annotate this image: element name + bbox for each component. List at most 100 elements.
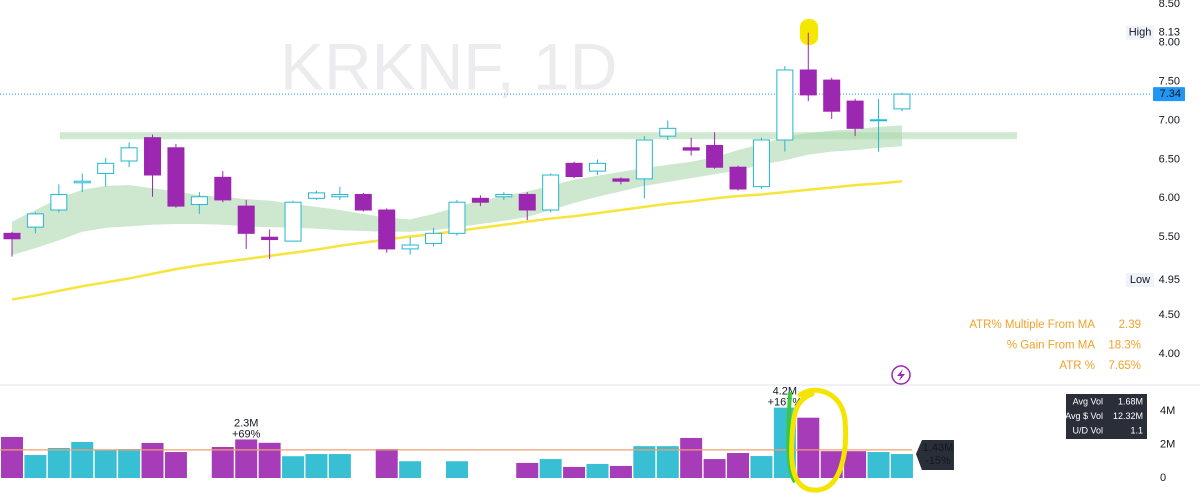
- candle-body: [635, 139, 653, 180]
- volume-bar: [375, 449, 398, 478]
- y-tick-label: 4.50: [1159, 309, 1180, 321]
- volume-bar: [586, 463, 609, 478]
- candle-body: [73, 180, 91, 184]
- volume-bar: [890, 454, 913, 478]
- candle-body: [214, 176, 232, 201]
- candle-body: [307, 192, 325, 199]
- candle-body: [823, 79, 841, 112]
- volume-bar: [633, 446, 656, 478]
- candle-body: [799, 69, 817, 96]
- alert-icon-bolt: [897, 369, 905, 381]
- candle-body: [518, 193, 536, 211]
- volume-bar: [305, 454, 328, 478]
- candle-body: [870, 119, 888, 122]
- high-label-bg: [1126, 25, 1154, 40]
- volume-bar: [118, 449, 141, 478]
- candle-body: [378, 209, 396, 250]
- volume-bar: [235, 439, 258, 478]
- volume-last-change: -15%: [925, 455, 951, 467]
- volume-bar: [797, 417, 820, 478]
- stat-value: 7.65%: [1108, 360, 1141, 372]
- high-label: High: [1129, 27, 1152, 39]
- candle-body: [776, 69, 794, 141]
- candle-body: [97, 162, 115, 174]
- volume-bar: [1, 436, 23, 478]
- annotation-highlight: [800, 19, 818, 45]
- stat-label: ATR% Multiple From MA: [969, 319, 1095, 331]
- high-value: 8.13: [1159, 27, 1180, 39]
- volume-bar: [445, 461, 468, 478]
- background-layer: KRKNF, 1D: [0, 19, 1200, 386]
- candle-body: [284, 201, 302, 242]
- volume-bar: [94, 450, 117, 478]
- candle-body: [542, 174, 560, 211]
- y-tick-label: 6.50: [1159, 153, 1180, 165]
- candle-body: [50, 193, 68, 211]
- volume-bar: [71, 441, 94, 478]
- stat-value: 2.39: [1119, 319, 1141, 331]
- volume-bar: [47, 448, 70, 478]
- volume-bar: [539, 459, 562, 478]
- volume-last-tag: [915, 440, 954, 471]
- y-tick-label: 5.50: [1159, 231, 1180, 243]
- volume-stat-value: 1.68M: [1118, 396, 1143, 406]
- candle-body: [190, 196, 208, 206]
- candle-body: [237, 205, 255, 234]
- volume-peak-change: +167%: [768, 397, 803, 409]
- volume-tick-label: 0: [1160, 472, 1166, 484]
- low-label: Low: [1130, 274, 1150, 286]
- volume-bar: [258, 442, 281, 478]
- volume-bar: [399, 461, 422, 478]
- volume-tick-label: 2M: [1160, 438, 1175, 450]
- volume-tick-label: 4M: [1160, 405, 1175, 417]
- volume-bar: [703, 459, 726, 478]
- volume-bar: [680, 437, 703, 478]
- volume-bar: [211, 446, 234, 478]
- volume-stat-value: 1.1: [1130, 425, 1143, 435]
- volume-bar: [24, 455, 47, 478]
- y-tick-label: 7.50: [1159, 76, 1180, 88]
- candle-body: [425, 232, 443, 244]
- volume-last-value: 1.43M: [923, 442, 954, 454]
- candle-body: [495, 193, 513, 198]
- overlay-layer: [786, 365, 911, 493]
- candle-body: [706, 144, 724, 168]
- alert-icon[interactable]: [891, 365, 911, 385]
- volume-stat-value: 12.32M: [1113, 411, 1143, 421]
- volume-bar: [563, 466, 586, 478]
- volume-bar: [844, 451, 867, 478]
- volume-bar: [750, 456, 773, 478]
- volume-stats-box: [1066, 394, 1147, 439]
- candle-body: [144, 137, 162, 176]
- low-value: 4.95: [1159, 274, 1180, 286]
- annotation-circle: [789, 387, 849, 493]
- candle-body: [659, 127, 677, 137]
- volume-bar: [516, 462, 539, 478]
- stat-value: 18.3%: [1108, 340, 1141, 352]
- last-price-label: 7.34: [1160, 88, 1181, 100]
- candle-body: [401, 244, 419, 250]
- candle-body: [846, 100, 864, 129]
- candle-body: [331, 193, 349, 198]
- volume-stat-label: Avg Vol: [1073, 396, 1103, 406]
- stat-label: ATR %: [1059, 360, 1095, 372]
- y-tick-label: 6.00: [1159, 192, 1180, 204]
- volume-bar: [609, 465, 632, 478]
- watermark: KRKNF, 1D: [280, 29, 617, 103]
- candle-body: [3, 232, 21, 240]
- support-zone: [60, 132, 1017, 140]
- volume-bar: [282, 456, 305, 478]
- annotation-mark: [786, 391, 797, 484]
- candle-body: [729, 166, 747, 190]
- volume-bar: [656, 446, 679, 478]
- candle-body: [565, 162, 583, 178]
- volume-peak-change: +69%: [232, 428, 261, 440]
- candle-body: [752, 139, 770, 188]
- volume-bar: [867, 452, 890, 478]
- candle-body: [354, 193, 372, 211]
- volume-bar: [141, 442, 164, 478]
- last-price-bg: [1153, 87, 1185, 102]
- ma-cloud: [12, 125, 902, 256]
- y-tick-label: 4.00: [1159, 348, 1180, 360]
